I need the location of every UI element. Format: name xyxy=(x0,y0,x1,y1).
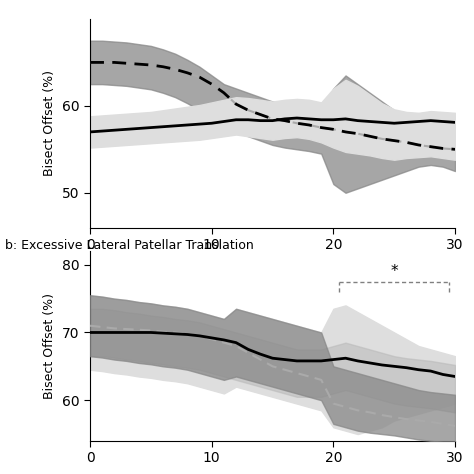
X-axis label: Knee Flexion Angle (°): Knee Flexion Angle (°) xyxy=(203,257,342,271)
Text: b: Excessive Lateral Patellar Translation: b: Excessive Lateral Patellar Translatio… xyxy=(5,239,254,252)
Y-axis label: Bisect Offset (%): Bisect Offset (%) xyxy=(44,293,56,399)
Y-axis label: Bisect Offset (%): Bisect Offset (%) xyxy=(44,70,56,176)
Text: *: * xyxy=(391,264,398,279)
